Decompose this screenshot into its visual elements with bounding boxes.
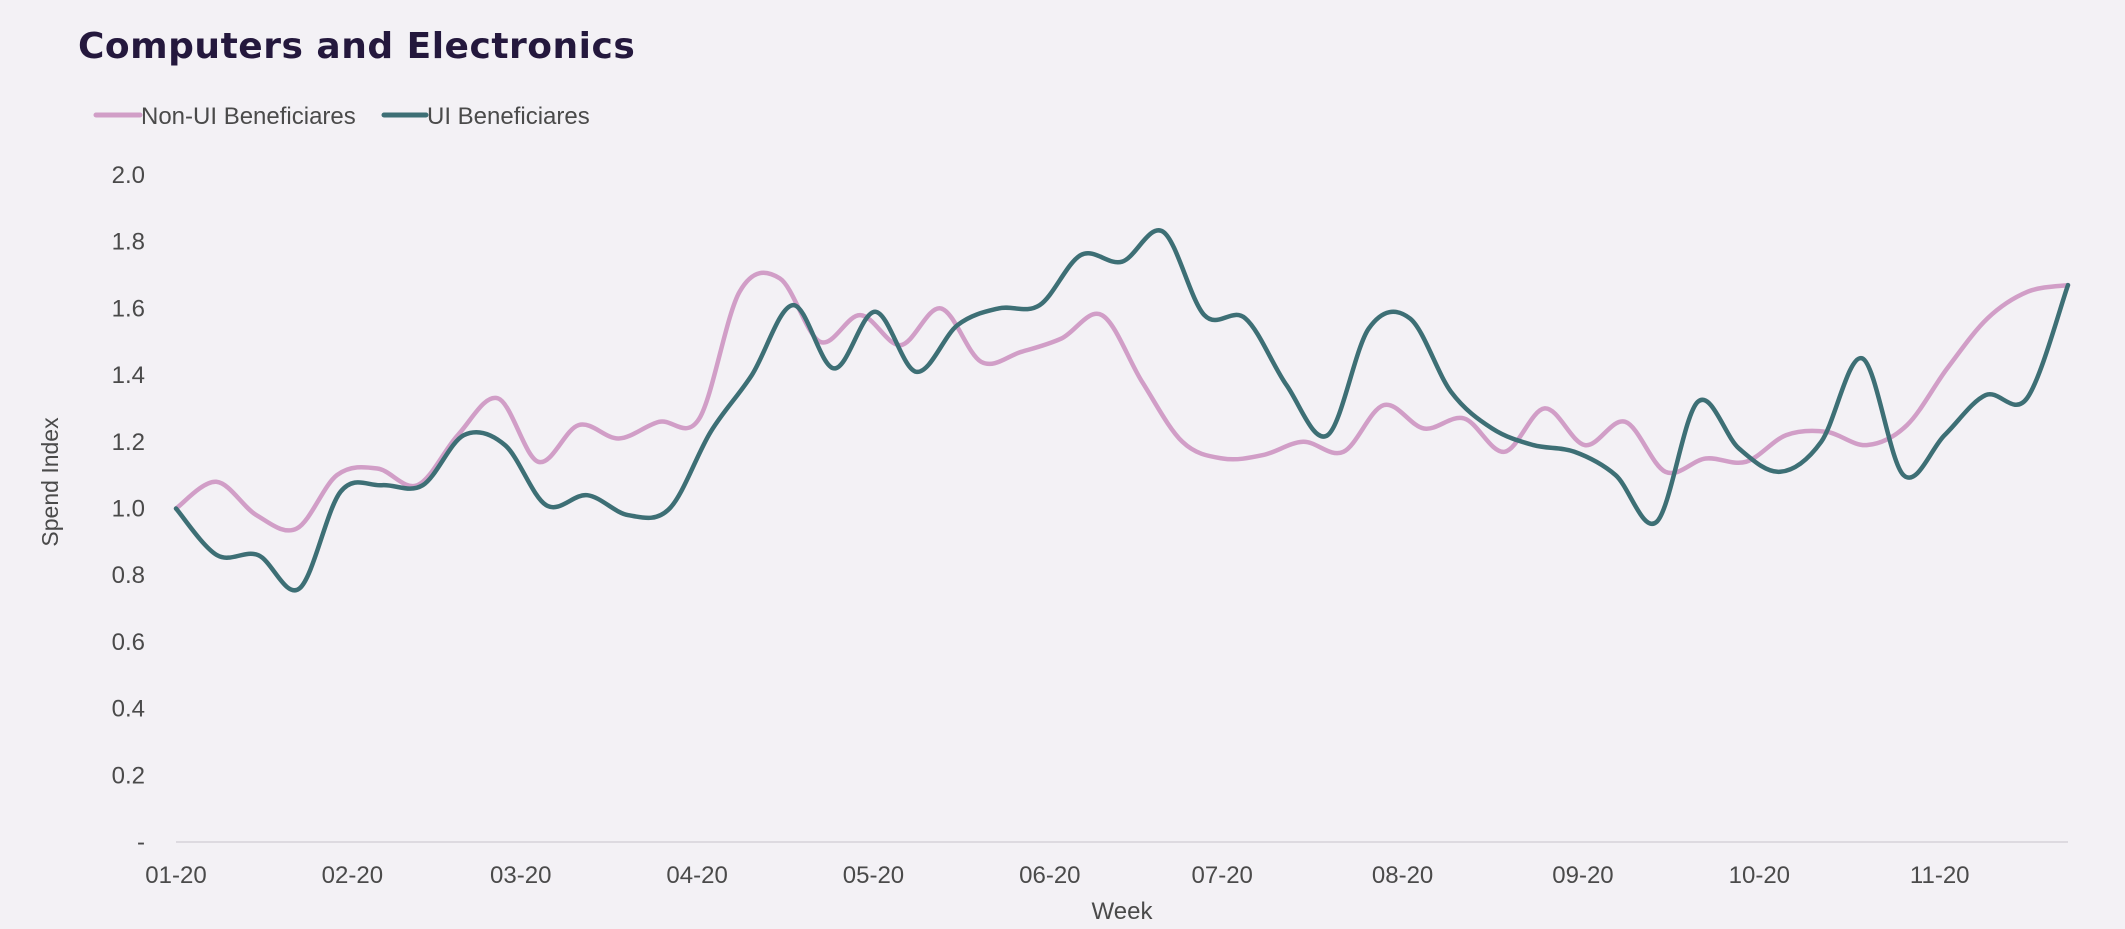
- y-tick-label: 2.0: [112, 162, 145, 189]
- y-tick-label: -: [137, 829, 145, 856]
- legend-label-ui: UI Beneficiares: [427, 103, 590, 130]
- y-tick-label: 0.6: [112, 629, 145, 656]
- x-tick-label: 02-20: [322, 862, 383, 889]
- x-tick-label: 07-20: [1192, 862, 1253, 889]
- y-tick-label: 1.2: [112, 429, 145, 456]
- y-tick-label: 1.6: [112, 295, 145, 322]
- x-axis-title: Week: [1092, 898, 1154, 925]
- y-tick-label: 0.2: [112, 762, 145, 789]
- y-tick-label: 1.8: [112, 229, 145, 256]
- x-tick-label: 11-20: [1910, 862, 1970, 889]
- series-line-ui: [173, 228, 2071, 593]
- y-axis-title: Spend Index: [37, 417, 63, 547]
- series-lines: [173, 228, 2071, 593]
- x-tick-label: 10-20: [1729, 862, 1790, 889]
- y-tick-label: 0.4: [112, 696, 145, 723]
- legend-label-non-ui: Non-UI Beneficiares: [141, 103, 356, 130]
- x-tick-label: 05-20: [843, 862, 904, 889]
- x-axis-ticks: 01-20 02-20 03-20 04-20 05-20 06-20 07-20 08-20…: [145, 862, 1969, 889]
- chart-title: Computers and Electronics: [78, 26, 636, 67]
- x-tick-label: 09-20: [1552, 862, 1613, 889]
- y-tick-label: 0.8: [112, 562, 145, 589]
- x-tick-label: 06-20: [1019, 862, 1080, 889]
- x-tick-label: 03-20: [490, 862, 551, 889]
- y-tick-label: 1.0: [112, 496, 145, 523]
- y-axis-ticks: - 0.2 0.4 0.6 0.8 1.0 1.2 1.4 1.6 1.8 2.0: [112, 162, 145, 856]
- series-line-non-ui: [173, 270, 2071, 533]
- y-tick-label: 1.4: [112, 362, 145, 389]
- x-tick-label: 01-20: [145, 862, 206, 889]
- x-tick-label: 08-20: [1372, 862, 1433, 889]
- x-tick-label: 04-20: [666, 862, 727, 889]
- legend: Non-UI Beneficiares UI Beneficiares: [93, 103, 590, 130]
